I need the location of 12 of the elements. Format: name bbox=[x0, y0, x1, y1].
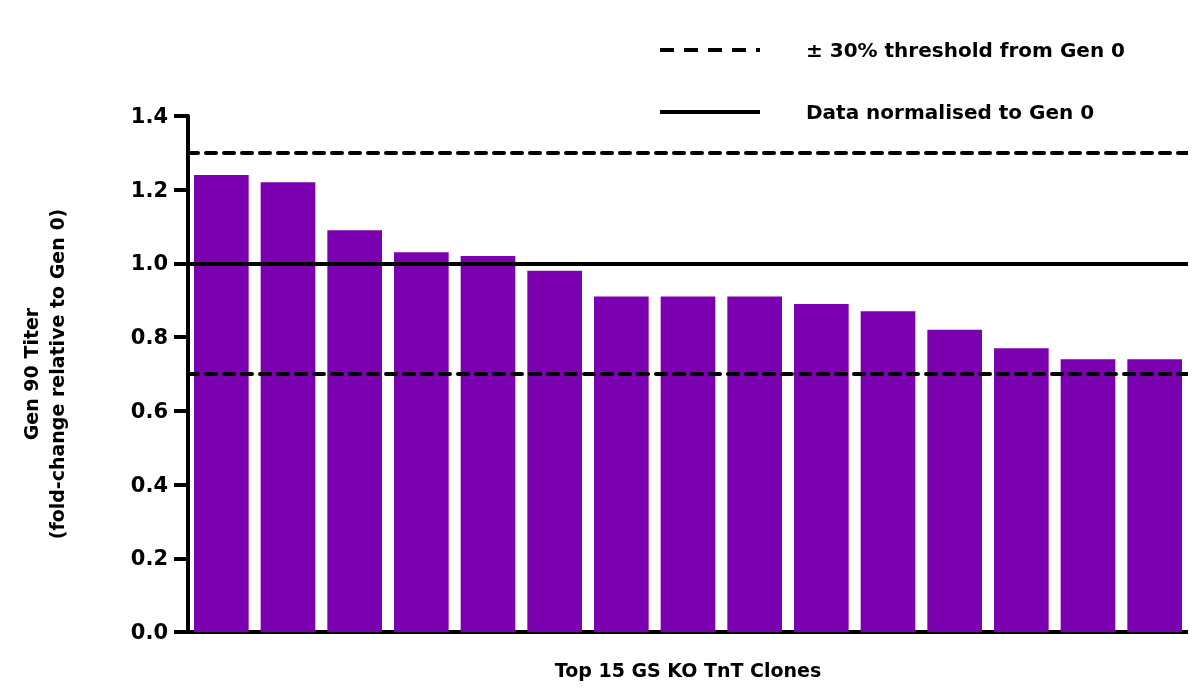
y-tick-label: 1.2 bbox=[130, 177, 168, 202]
x-axis-title: Top 15 GS KO TnT Clones bbox=[554, 658, 822, 681]
y-axis-title: Gen 90 Titer (fold-change relative to Gen 0) bbox=[20, 208, 68, 540]
y-tick-label: 0.8 bbox=[130, 325, 168, 350]
legend-label: Data normalised to Gen 0 bbox=[806, 100, 1095, 124]
y-tick-label: 1.4 bbox=[130, 104, 168, 128]
y-tick-label: 1.0 bbox=[130, 251, 168, 276]
legend-label: ± 30% threshold from Gen 0 bbox=[806, 38, 1126, 62]
y-tick-label: 0.0 bbox=[130, 620, 168, 644]
y-tick-label: 0.2 bbox=[130, 546, 168, 571]
y-tick-label: 0.4 bbox=[130, 472, 168, 497]
y-tick-label: 0.6 bbox=[130, 398, 168, 423]
